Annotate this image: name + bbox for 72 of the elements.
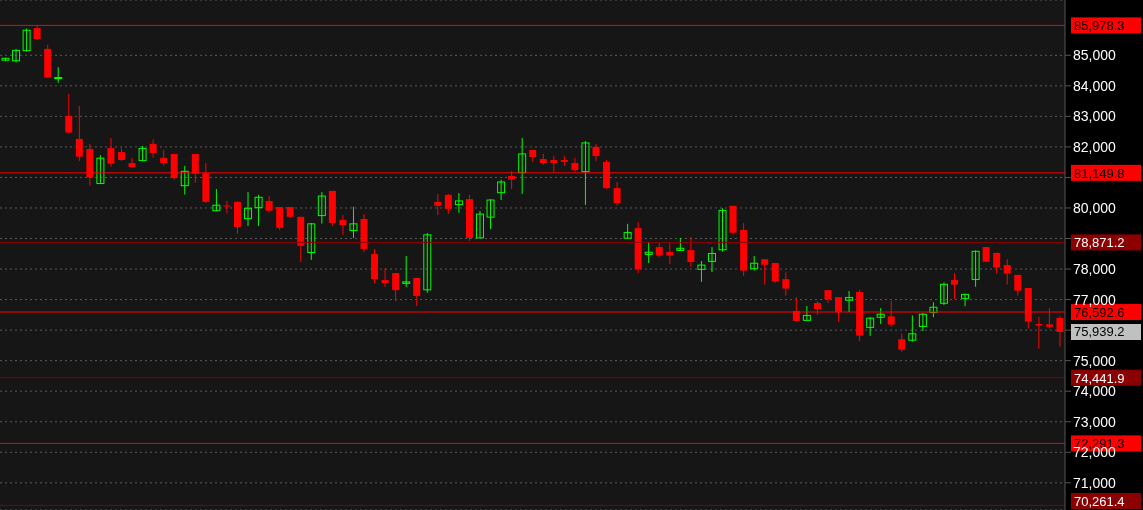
candlestick (687, 236, 695, 268)
candlestick (718, 207, 727, 253)
candlestick (908, 314, 917, 343)
ref-line-label: 78,871.2 (1074, 235, 1125, 251)
candlestick (666, 242, 674, 265)
candlestick (592, 143, 600, 162)
candlestick (961, 292, 970, 307)
candlestick (307, 222, 316, 261)
candlestick (497, 179, 506, 201)
price-tag: 75,939.2 (1071, 323, 1141, 340)
candlestick (128, 157, 136, 169)
candlestick (75, 105, 83, 162)
candlestick (339, 214, 347, 236)
candlestick (898, 332, 906, 353)
candlestick (518, 137, 527, 195)
candlestick (392, 272, 400, 302)
candlestick (486, 198, 495, 230)
ref-line-label: 74,441.9 (1074, 370, 1125, 386)
y-tick-label: 85,000 (1073, 47, 1117, 64)
candlestick (317, 191, 326, 225)
candlestick (12, 48, 21, 64)
candlestick (644, 241, 653, 264)
candlestick (444, 193, 452, 215)
candlestick (761, 258, 769, 286)
ref-line-label: 70,261.4 (1074, 494, 1125, 509)
candlestick (254, 194, 263, 227)
ref-line-label: 76,592.6 (1074, 305, 1125, 321)
candlestick (107, 137, 115, 168)
candlestick (613, 181, 621, 207)
candlestick (1035, 316, 1043, 350)
candlestick (276, 206, 284, 231)
candlestick (22, 27, 31, 53)
ref-line-label: 81,149.8 (1074, 165, 1125, 181)
candlestick (951, 272, 959, 300)
y-tick-label: 84,000 (1073, 77, 1117, 94)
y-tick-label: 83,000 (1073, 108, 1117, 125)
candlestick (782, 271, 790, 297)
candlestick (697, 260, 706, 283)
candlestick (476, 210, 485, 239)
candlestick (707, 246, 716, 273)
candlestick (381, 267, 389, 288)
candlestick (96, 154, 105, 185)
candlestick (244, 191, 253, 227)
candlestick (413, 277, 421, 307)
candlestick (454, 192, 463, 214)
candlestick (434, 193, 442, 216)
y-tick-label: 75,000 (1073, 352, 1117, 369)
y-tick-label: 77,000 (1073, 291, 1117, 308)
candlestick (149, 138, 157, 159)
candlestick (349, 206, 358, 239)
candlestick (1003, 258, 1011, 286)
candlestick (212, 188, 221, 212)
y-tick-label: 74,000 (1073, 383, 1117, 400)
candlestick (65, 93, 73, 135)
candlestick (223, 200, 231, 214)
y-tick-label: 71,000 (1073, 474, 1117, 491)
candlestick (845, 290, 854, 313)
candlestick (402, 255, 411, 288)
ref-line-label: 85,978.3 (1074, 18, 1125, 34)
candlestick (423, 232, 432, 294)
y-tick-label: 82,000 (1073, 138, 1117, 155)
y-tick-label: 78,000 (1073, 261, 1117, 278)
candlestick (918, 312, 927, 332)
candlestick (581, 140, 590, 206)
candlestick (623, 223, 632, 239)
candlestick (866, 316, 875, 337)
candlestick (971, 249, 980, 288)
candlestick (939, 281, 948, 306)
candlestick (180, 165, 189, 196)
y-tick-label: 80,000 (1073, 199, 1117, 216)
candlestick (802, 305, 811, 321)
y-tick-label: 73,000 (1073, 413, 1117, 430)
